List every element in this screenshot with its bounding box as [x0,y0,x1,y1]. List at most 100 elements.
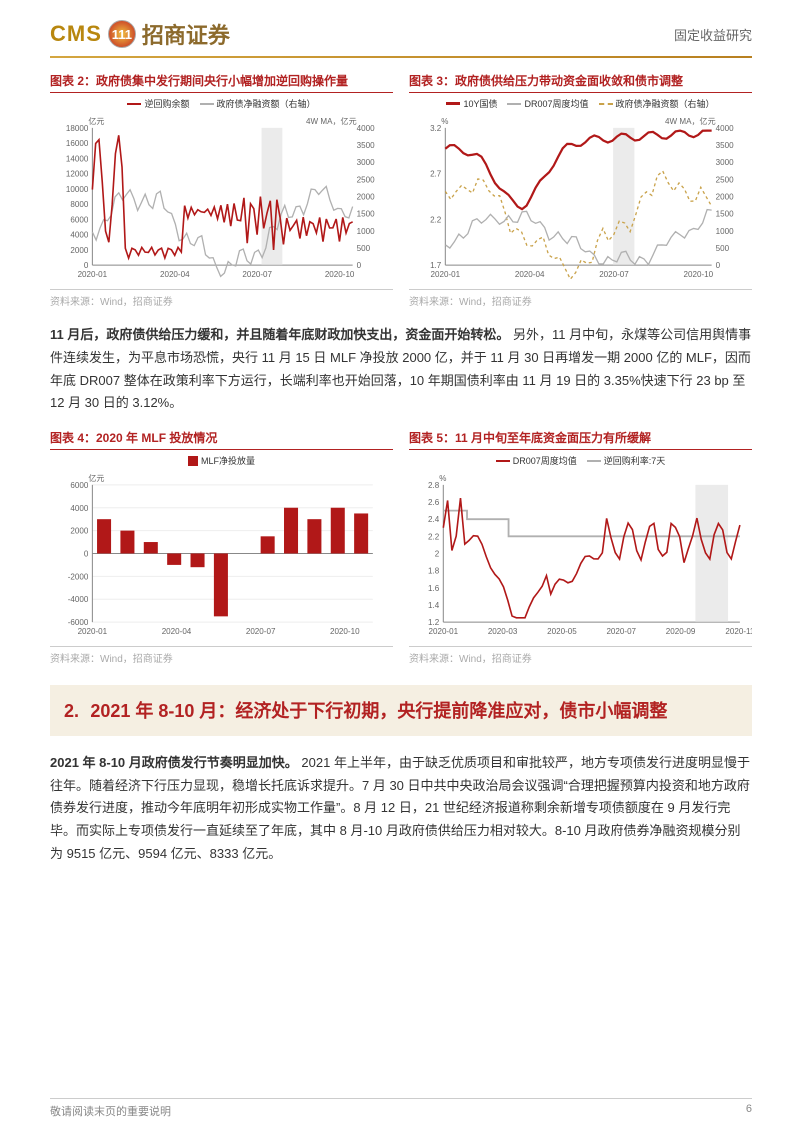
chart-3-legend-c: 政府债净融资额（右轴） [616,97,715,110]
chart-5-plot: 1.21.41.61.822.22.42.62.8%2020-012020-03… [409,467,752,647]
svg-text:2020-01: 2020-01 [429,627,459,636]
chart-2-legend-a: 逆回购余额 [144,97,189,110]
chart-5-legend: DR007周度均值 逆回购利率:7天 [409,454,752,467]
svg-text:2020-10: 2020-10 [325,270,355,279]
svg-text:1.2: 1.2 [428,618,440,627]
svg-text:1.4: 1.4 [428,601,440,610]
svg-text:-2000: -2000 [68,572,89,581]
svg-text:3500: 3500 [716,141,734,150]
chart-4-legend: MLF净投放量 [50,454,393,467]
svg-text:2020-04: 2020-04 [162,627,192,636]
svg-text:2.2: 2.2 [430,215,442,224]
svg-text:18000: 18000 [66,124,89,133]
svg-text:0: 0 [357,261,362,270]
svg-text:14000: 14000 [66,154,89,163]
paragraph-1: 11 月后，政府债供给压力缓和，并且随着年底财政加快支出，资金面开始转松。 另外… [0,308,802,415]
svg-text:2020-07: 2020-07 [242,270,272,279]
svg-text:2000: 2000 [357,193,375,202]
svg-text:4000: 4000 [716,124,734,133]
chart-4: 图表 4：2020 年 MLF 投放情况 MLF净投放量 -6000-4000-… [50,429,393,665]
svg-text:0: 0 [716,261,721,270]
svg-text:2020-09: 2020-09 [666,627,696,636]
section-2-num: 2. [64,701,79,721]
svg-text:6000: 6000 [70,215,88,224]
svg-text:-4000: -4000 [68,595,89,604]
svg-text:1.6: 1.6 [428,584,440,593]
svg-text:1.8: 1.8 [428,567,440,576]
svg-text:2000: 2000 [70,246,88,255]
chart-2-title: 图表 2：政府债集中发行期间央行小幅增加逆回购操作量 [50,72,393,93]
svg-text:2020-03: 2020-03 [488,627,518,636]
chart-4-source: 资料来源：Wind，招商证券 [50,647,393,665]
svg-text:0: 0 [84,261,89,270]
header-category: 固定收益研究 [674,25,752,44]
svg-text:2020-01: 2020-01 [78,270,108,279]
svg-text:3500: 3500 [357,141,375,150]
svg-text:12000: 12000 [66,170,89,179]
chart-2-legend-b: 政府债净融资额（右轴） [217,97,316,110]
svg-text:10000: 10000 [66,185,89,194]
svg-text:1500: 1500 [716,210,734,219]
svg-text:1000: 1000 [357,227,375,236]
chart-3-plot: 1.72.22.73.20500100015002000250030003500… [409,110,752,290]
svg-text:6000: 6000 [70,481,88,490]
svg-text:2020-07: 2020-07 [246,627,276,636]
section-2-heading: 2. 2021 年 8-10 月：经济处于下行初期，央行提前降准应对，债市小幅调… [50,685,752,736]
svg-text:1000: 1000 [716,227,734,236]
chart-5-source: 资料来源：Wind，招商证券 [409,647,752,665]
chart-2-legend: 逆回购余额 政府债净融资额（右轴） [50,97,393,110]
logo-letters: CMS [50,21,102,47]
svg-text:3000: 3000 [716,158,734,167]
svg-text:2020-10: 2020-10 [330,627,360,636]
svg-text:亿元: 亿元 [88,473,104,483]
logo-group: CMS 111 招商证券 [50,18,230,50]
svg-text:2020-01: 2020-01 [431,270,461,279]
chart-4-title: 图表 4：2020 年 MLF 投放情况 [50,429,393,450]
chart-5-legend-b: 逆回购利率:7天 [604,454,666,467]
chart-3-source: 资料来源：Wind，招商证券 [409,290,752,308]
svg-text:2020-07: 2020-07 [599,270,629,279]
chart-2-source: 资料来源：Wind，招商证券 [50,290,393,308]
chart-3: 图表 3：政府债供给压力带动资金面收敛和债市调整 10Y国债 DR007周度均值… [409,72,752,308]
footer-left: 敬请阅读末页的重要说明 [50,1103,171,1119]
page-number: 6 [746,1103,752,1119]
page-header: CMS 111 招商证券 固定收益研究 [0,0,802,56]
para-2-rest: 2021 年上半年，由于缺乏优质项目和审批较严，地方专项债发行进度明显慢于往年。… [50,755,750,861]
chart-2-plot: 0200040006000800010000120001400016000180… [50,110,393,290]
chart-4-legend-a: MLF净投放量 [201,454,255,467]
svg-text:2020-10: 2020-10 [684,270,714,279]
svg-text:4000: 4000 [70,504,88,513]
chart-5: 图表 5：11 月中旬至年底资金面压力有所缓解 DR007周度均值 逆回购利率:… [409,429,752,665]
svg-text:16000: 16000 [66,139,89,148]
svg-text:2: 2 [435,550,440,559]
svg-text:1500: 1500 [357,210,375,219]
svg-text:2.6: 2.6 [428,498,440,507]
logo-circle-icon: 111 [108,20,136,48]
svg-text:%: % [441,117,448,126]
svg-text:2020-04: 2020-04 [515,270,545,279]
svg-text:2020-01: 2020-01 [78,627,108,636]
svg-text:4000: 4000 [70,231,88,240]
svg-text:2.2: 2.2 [428,532,440,541]
chart-3-legend-b: DR007周度均值 [524,97,588,110]
chart-5-legend-a: DR007周度均值 [513,454,577,467]
svg-text:2.7: 2.7 [430,170,442,179]
para-1-bold: 11 月后，政府债供给压力缓和，并且随着年底财政加快支出，资金面开始转松。 [50,327,509,342]
svg-text:1.7: 1.7 [430,261,442,270]
svg-text:500: 500 [716,244,730,253]
chart-3-legend-a: 10Y国债 [463,97,497,110]
svg-text:2020-05: 2020-05 [547,627,577,636]
svg-text:2000: 2000 [716,193,734,202]
chart-3-title: 图表 3：政府债供给压力带动资金面收敛和债市调整 [409,72,752,93]
svg-text:0: 0 [84,550,89,559]
svg-text:4W MA，亿元: 4W MA，亿元 [665,116,716,126]
svg-text:2.8: 2.8 [428,481,440,490]
svg-text:2.4: 2.4 [428,515,440,524]
svg-text:-6000: -6000 [68,618,89,627]
svg-text:2000: 2000 [70,527,88,536]
svg-text:2500: 2500 [716,175,734,184]
logo-cn: 招商证券 [142,18,230,50]
svg-text:3000: 3000 [357,158,375,167]
chart-row-1: 图表 2：政府债集中发行期间央行小幅增加逆回购操作量 逆回购余额 政府债净融资额… [0,58,802,308]
chart-4-plot: -6000 -4000 -2000 0 2000 4000 6000亿元 2020-01 202… [50,467,393,647]
